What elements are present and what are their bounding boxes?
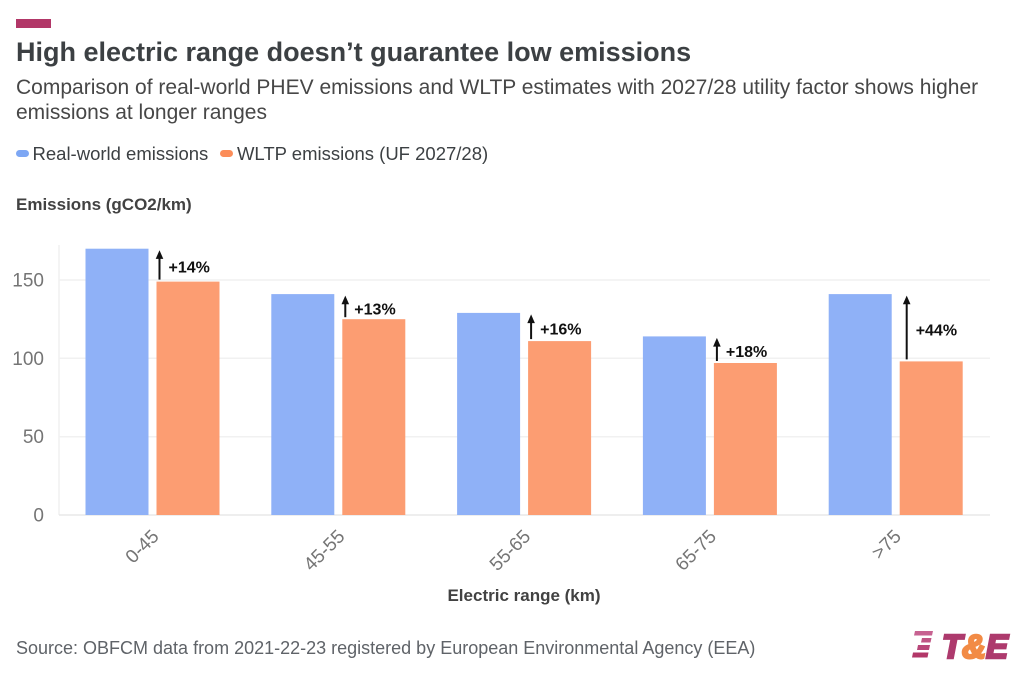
svg-text:+16%: +16% (540, 322, 581, 339)
svg-text:55-65: 55-65 (486, 526, 535, 575)
svg-text:T&E: T&E (942, 628, 1009, 665)
svg-text:0: 0 (33, 506, 44, 527)
svg-text:+13%: +13% (354, 302, 395, 319)
svg-text:65-75: 65-75 (672, 526, 721, 575)
svg-text:50: 50 (23, 427, 44, 448)
svg-text:+14%: +14% (169, 260, 210, 277)
svg-text:0-45: 0-45 (122, 526, 164, 568)
svg-text:+18%: +18% (726, 344, 767, 361)
svg-text:45-55: 45-55 (300, 526, 349, 575)
svg-text:>75: >75 (868, 526, 906, 564)
svg-text:100: 100 (12, 349, 44, 370)
svg-text:150: 150 (12, 271, 44, 292)
svg-text:+44%: +44% (916, 323, 957, 340)
